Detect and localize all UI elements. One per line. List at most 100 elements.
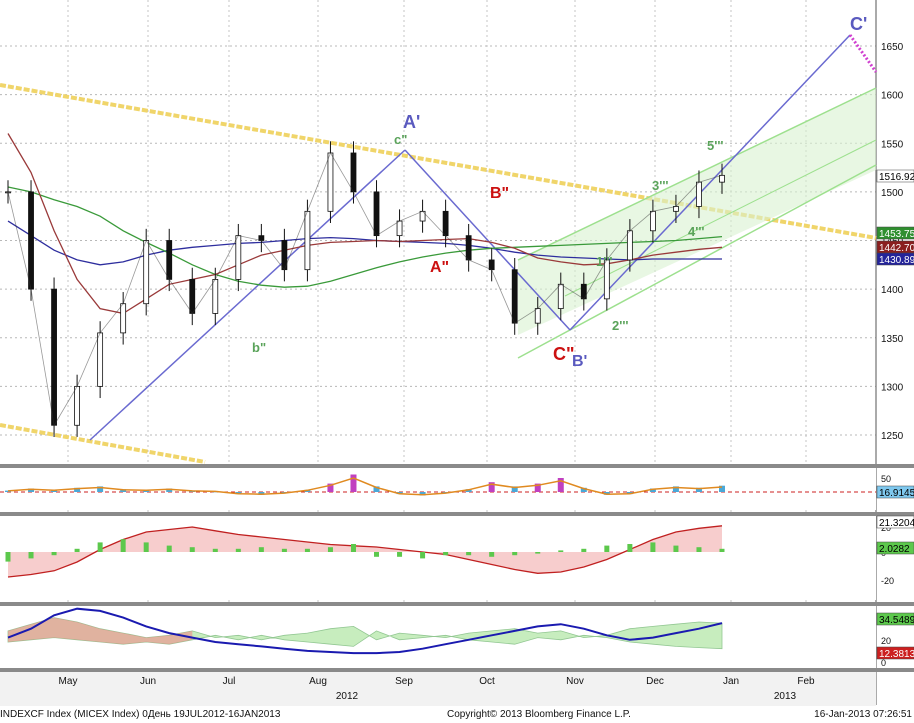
price-candle (350, 152, 357, 193)
panel2-hist-bar (350, 544, 356, 552)
y-tick-label: 1400 (881, 285, 904, 296)
x-year-label: 2012 (336, 691, 359, 702)
wave-label: 3''' (652, 178, 669, 193)
last-value-box (876, 169, 914, 183)
price-candle (696, 181, 702, 207)
x-axis-bg (0, 672, 876, 706)
panel3-last-label: 34.5489 (879, 615, 914, 626)
x-year-label: 2013 (774, 691, 797, 702)
price-candle (51, 288, 57, 426)
panel2-last-box (876, 515, 914, 529)
panel1-hist-bar (511, 486, 518, 492)
panel2-hist-bar (258, 547, 264, 552)
panel2-bg (0, 516, 876, 600)
wave-projection (848, 34, 878, 73)
panel2-y-tick: -20 (881, 576, 894, 586)
price-candle (74, 385, 80, 426)
panel1-hist-bar (28, 488, 35, 492)
panel2-hist-bar (281, 548, 287, 552)
x-tick-label: Jul (223, 676, 236, 687)
price-candle (650, 210, 656, 232)
panel2-hist-bar (420, 552, 426, 559)
panel1-signal-line (7, 477, 723, 496)
panel1-hist-bar (74, 487, 81, 492)
x-tick-label: Nov (566, 676, 584, 687)
panel2-hist-bar (51, 552, 57, 556)
wave-label: B" (490, 185, 509, 202)
price-candle (719, 174, 725, 183)
panel1-hist-bar (672, 486, 679, 492)
panel2-hist-bar (558, 550, 564, 552)
price-candle (327, 152, 334, 212)
panel2-hist-bar (696, 547, 702, 552)
panel1-hist-bar (120, 489, 127, 492)
panel3-y-tick: 20 (881, 636, 891, 646)
panel1-hist-bar (603, 492, 610, 495)
panel3-band-green (7, 617, 723, 650)
y-tick-label: 1300 (881, 382, 904, 393)
panel2-hist-bar (627, 544, 633, 552)
y-tick-label: 1500 (881, 188, 904, 199)
x-tick-label: Dec (646, 676, 664, 687)
wave-label: 5''' (707, 138, 724, 153)
support-trendline (0, 423, 206, 464)
panel1-hist-bar (166, 488, 173, 492)
panel1-bg (0, 468, 876, 510)
panel3-band-red (8, 617, 193, 645)
price-candle (166, 240, 173, 280)
last-value-label: 1516.92 (879, 172, 914, 183)
panel2-hist-bar (166, 545, 172, 552)
y-tick-label: 1550 (881, 139, 904, 150)
price-candle (534, 308, 541, 324)
price-candle (626, 230, 633, 261)
panel2-hist-bar (189, 547, 195, 552)
price-candle (465, 235, 472, 261)
panel2-hist-bar (374, 552, 380, 557)
panel2-hist-bar (443, 552, 449, 556)
price-candle (97, 332, 104, 387)
y-tick-label: 1650 (881, 42, 904, 53)
panel1-hist-bar (465, 489, 472, 492)
price-candle (235, 235, 242, 280)
last-value-label: 1453.75 (879, 229, 914, 240)
y-tick-label: 1600 (881, 91, 904, 102)
panel2-hist-bar (466, 552, 472, 556)
last-value-label: 1430.89 (879, 255, 914, 266)
panel2-last-label: 2.0282 (879, 544, 910, 555)
panel3-last-box (876, 646, 914, 660)
price-candle (488, 259, 495, 271)
panel2-hist-bar (604, 545, 610, 552)
panel1-hist-bar (580, 487, 587, 492)
channel-upper-line (517, 87, 877, 261)
panel2-hist-bar (719, 548, 725, 552)
panel1-hist-bar (649, 488, 656, 492)
last-value-box (876, 252, 914, 266)
price-close-line (7, 152, 723, 427)
panel2-hist-bar (5, 552, 11, 562)
channel-lower-line (517, 164, 877, 359)
panel2-hist-bar (650, 542, 656, 552)
x-tick-label: Aug (309, 676, 327, 687)
panel1-hist-bar (97, 486, 104, 492)
price-candle (304, 210, 311, 271)
panel-separator (0, 464, 914, 468)
panel1-last-box (876, 485, 914, 499)
panel1-hist-bar (719, 485, 725, 492)
panel2-hist-bar (212, 548, 218, 552)
wave-label: A' (403, 112, 420, 132)
x-tick-label: Jan (723, 676, 739, 687)
panel2-hist-bar (673, 545, 679, 552)
panel2-osc-fill (8, 525, 722, 577)
footer-timestamp: 16-Jan-2013 07:26:51 (814, 709, 912, 720)
price-candle (442, 210, 449, 237)
panel3-main-line (7, 607, 723, 655)
wave-label: 4''' (688, 224, 705, 239)
panel1-hist-bar (350, 474, 357, 492)
wave-label: B' (572, 353, 587, 370)
wave-label: C" (553, 344, 575, 364)
wave-label: c" (394, 132, 407, 147)
panel2-last-box (876, 541, 914, 555)
x-tick-label: Oct (479, 676, 495, 687)
price-candle (189, 278, 196, 314)
